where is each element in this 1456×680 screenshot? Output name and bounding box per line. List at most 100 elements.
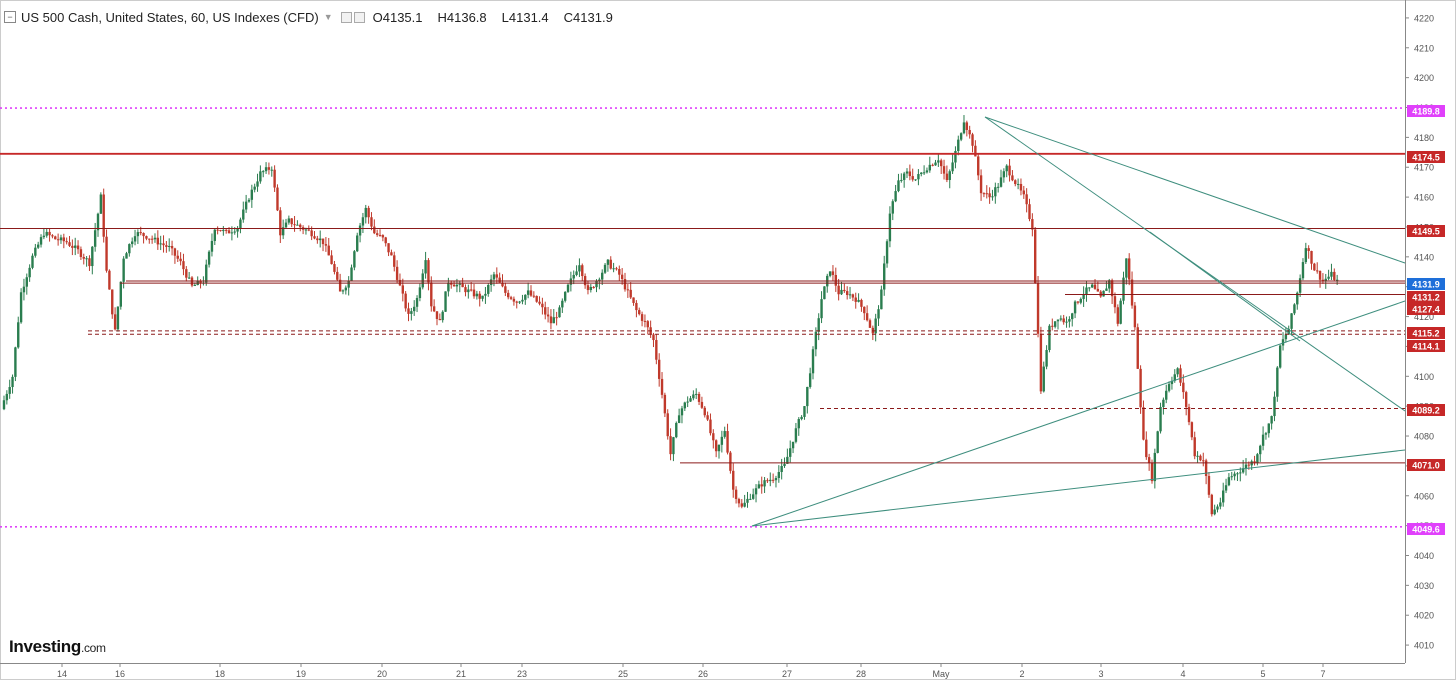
candle-body <box>581 265 584 277</box>
candle-body <box>25 277 28 287</box>
candle-body <box>395 266 399 280</box>
candle-body <box>1153 452 1157 482</box>
candle-body <box>1281 339 1285 346</box>
y-tick-label: 4200 <box>1414 73 1434 83</box>
candle-body <box>42 235 46 238</box>
candle-body <box>432 306 436 312</box>
candle-body <box>512 298 516 302</box>
candle-body <box>1082 294 1085 299</box>
candle-body <box>541 303 544 308</box>
candle-body <box>666 413 669 437</box>
indicator-icon[interactable] <box>353 11 365 23</box>
candle-body <box>2 400 6 410</box>
candle-body <box>375 233 379 235</box>
candle-body <box>1128 258 1131 280</box>
candle-body <box>34 247 37 256</box>
candle-body <box>1059 318 1063 320</box>
candle-body <box>808 373 812 387</box>
candle-body <box>794 428 798 442</box>
candle-body <box>256 181 259 187</box>
candle-body <box>438 318 442 321</box>
trend-line <box>751 449 1406 527</box>
candle-body <box>59 237 63 241</box>
candle-body <box>1025 194 1028 205</box>
candle-body <box>689 398 692 402</box>
candle-body <box>279 210 282 236</box>
candle-body <box>384 237 387 244</box>
candle-body <box>561 300 564 308</box>
candle-body <box>1122 277 1125 301</box>
candle-body <box>128 244 131 254</box>
candle-body <box>578 265 581 272</box>
candle-body <box>464 287 467 293</box>
candle-body <box>757 484 761 489</box>
price-level-label-bg <box>1407 340 1445 352</box>
candle-body <box>68 242 71 246</box>
candle-body <box>640 314 644 321</box>
candle-body <box>709 419 712 434</box>
candle-body <box>461 283 464 288</box>
price-level-label: 4089.2 <box>1412 406 1440 416</box>
candle-body <box>703 407 706 416</box>
candle-body <box>1165 390 1168 400</box>
candle-body <box>863 306 866 314</box>
candle-body <box>162 243 165 246</box>
candle-body <box>683 402 687 409</box>
candle-body <box>965 122 969 130</box>
candle-body <box>1273 396 1276 417</box>
candle-body <box>1150 463 1154 482</box>
price-level-label-bg <box>1407 523 1445 535</box>
candle-body <box>341 290 345 292</box>
candle-body <box>1219 502 1222 507</box>
candle-body <box>370 217 373 227</box>
candle-body <box>247 199 251 202</box>
candle-body <box>789 448 792 457</box>
candle-body <box>518 301 521 303</box>
candle-body <box>680 408 684 416</box>
candle-body <box>817 318 820 332</box>
y-tick-label: 4030 <box>1414 581 1434 591</box>
candle-body <box>1147 457 1151 464</box>
candle-body <box>390 252 393 256</box>
candle-body <box>481 295 484 299</box>
candle-body <box>1216 506 1219 510</box>
candle-body <box>290 218 293 225</box>
candle-body <box>239 219 242 228</box>
candle-body <box>925 170 929 173</box>
candle-body <box>837 285 840 295</box>
candle-body <box>296 224 299 226</box>
candle-body <box>1159 406 1162 432</box>
candle-body <box>720 436 724 445</box>
candle-body <box>1278 345 1282 368</box>
candle-body <box>905 171 909 174</box>
candle-body <box>1227 477 1231 486</box>
minus-square-icon[interactable]: − <box>4 11 16 23</box>
candle-body <box>712 433 715 441</box>
candle-body <box>737 498 741 504</box>
candle-body <box>51 235 54 237</box>
candle-body <box>529 290 533 296</box>
candle-body <box>1045 350 1048 367</box>
candle-body <box>1042 366 1045 392</box>
caret-down-icon[interactable]: ▼ <box>323 12 333 22</box>
candle-body <box>734 489 738 499</box>
settings-icon[interactable] <box>340 11 352 23</box>
x-tick-label: 3 <box>1098 669 1103 679</box>
price-level-label-bg <box>1407 327 1445 339</box>
candle-body <box>148 238 151 240</box>
candle-body <box>669 436 672 455</box>
candle-body <box>410 311 413 314</box>
candle-body <box>931 164 934 166</box>
instrument-title[interactable]: US 500 Cash, United States, 60, US Index… <box>21 9 319 25</box>
candle-body <box>994 187 997 197</box>
candle-body <box>1093 284 1097 289</box>
ohlc-high-letter: H <box>437 9 447 25</box>
candle-body <box>381 235 385 238</box>
candle-body <box>717 444 721 452</box>
ohlc-low-value: 4131.4 <box>508 9 549 25</box>
candle-body <box>806 386 809 407</box>
candle-body <box>1267 423 1270 434</box>
candle-body <box>1224 485 1228 491</box>
candle-body <box>1005 165 1008 172</box>
